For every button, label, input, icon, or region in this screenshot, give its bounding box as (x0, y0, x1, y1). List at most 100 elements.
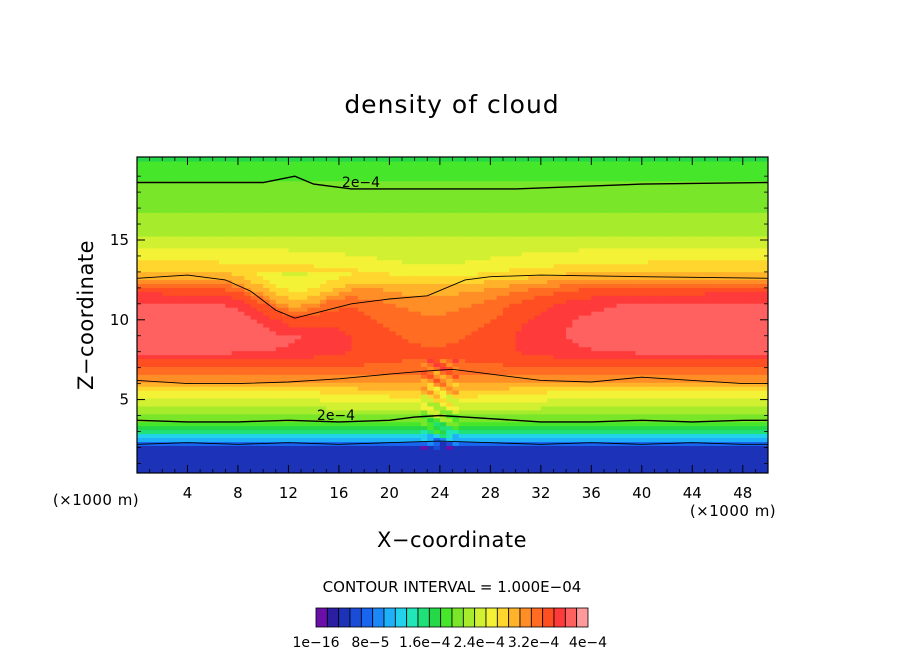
heatmap-cell (244, 445, 252, 450)
heatmap-cell (155, 287, 163, 292)
heatmap-cell (206, 279, 214, 284)
heatmap-cell (275, 279, 283, 284)
heatmap-cell (345, 251, 353, 257)
heatmap-cell (326, 299, 334, 304)
heatmap-cell (294, 164, 302, 170)
heatmap-cell (420, 469, 428, 473)
heatmap-cell (446, 330, 454, 336)
heatmap-cell (502, 322, 510, 328)
heatmap-cell (269, 196, 277, 202)
heatmap-cell (452, 461, 460, 466)
heatmap-cell (307, 326, 315, 332)
heatmap-cell (193, 318, 201, 324)
heatmap-cell (206, 208, 214, 213)
heatmap-cell (174, 188, 182, 194)
heatmap-cell (294, 216, 302, 221)
heatmap-cell (484, 236, 491, 241)
heatmap-cell (256, 378, 264, 383)
heatmap-cell (414, 445, 422, 450)
heatmap-cell (181, 386, 189, 391)
heatmap-cell (181, 243, 189, 249)
heatmap-cell (458, 394, 466, 399)
heatmap-cell (433, 172, 441, 178)
heatmap-cell (458, 465, 466, 470)
heatmap-cell (515, 279, 523, 284)
heatmap-cell (212, 224, 220, 229)
heatmap-cell (502, 394, 510, 399)
heatmap-cell (231, 445, 239, 450)
heatmap-cell (275, 409, 283, 415)
heatmap-cell (364, 287, 372, 292)
heatmap-cell (231, 453, 239, 458)
heatmap-cell (143, 291, 151, 296)
heatmap-cell (490, 433, 498, 439)
heatmap-cell (263, 164, 271, 170)
heatmap-cell (193, 326, 201, 332)
heatmap-cell (313, 212, 321, 217)
heatmap-cell (351, 417, 359, 423)
heatmap-cell (357, 299, 365, 304)
heatmap-cell (231, 228, 239, 233)
heatmap-cell (326, 220, 334, 225)
heatmap-cell (319, 267, 327, 273)
heatmap-cell (433, 255, 441, 261)
heatmap-cell (502, 370, 510, 375)
heatmap-cell (301, 291, 308, 296)
heatmap-cell (250, 243, 258, 249)
heatmap-cell (206, 212, 214, 217)
heatmap-cell (389, 397, 397, 403)
heatmap-cell (181, 445, 189, 450)
heatmap-cell (528, 421, 536, 427)
heatmap-cell (484, 212, 491, 217)
heatmap-cell (458, 354, 466, 360)
heatmap-cell (200, 413, 208, 419)
heatmap-cell (168, 378, 176, 383)
heatmap-cell (338, 409, 346, 415)
heatmap-cell (427, 176, 435, 182)
heatmap-cell (269, 184, 277, 190)
heatmap-cell (225, 295, 233, 300)
heatmap-cell (452, 370, 460, 375)
heatmap-cell (490, 382, 498, 387)
heatmap-cell (181, 247, 189, 253)
heatmap-cell (181, 338, 189, 344)
heatmap-cell (231, 358, 239, 363)
heatmap-cell (143, 358, 151, 363)
heatmap-cell (383, 295, 390, 300)
heatmap-cell (263, 354, 271, 360)
heatmap-cell (502, 216, 510, 221)
heatmap-cell (231, 437, 239, 442)
heatmap-cell (137, 208, 144, 213)
heatmap-cell (282, 374, 290, 379)
heatmap-cell (137, 224, 144, 229)
heatmap-cell (181, 239, 189, 245)
heatmap-cell (496, 441, 504, 446)
heatmap-cell (282, 307, 290, 312)
heatmap-cell (338, 429, 346, 435)
heatmap-cell (452, 259, 460, 265)
heatmap-cell (137, 192, 144, 198)
heatmap-cell (288, 157, 296, 162)
heatmap-cell (502, 315, 510, 320)
heatmap-cell (452, 236, 460, 241)
heatmap-cell (294, 397, 302, 403)
heatmap-cell (509, 275, 517, 281)
heatmap-cell (301, 287, 308, 292)
heatmap-cell (307, 394, 315, 399)
heatmap-cell (345, 176, 353, 182)
heatmap-cell (446, 318, 454, 324)
heatmap-cell (181, 224, 189, 229)
heatmap-cell (319, 397, 327, 403)
heatmap-cell (484, 322, 491, 328)
heatmap-cell (282, 164, 290, 170)
heatmap-cell (389, 425, 397, 431)
heatmap-cell (427, 259, 435, 265)
heatmap-cell (402, 303, 409, 308)
heatmap-cell (282, 259, 290, 265)
heatmap-cell (231, 397, 239, 403)
heatmap-cell (212, 409, 220, 415)
heatmap-cell (250, 358, 258, 363)
heatmap-cell (383, 370, 390, 375)
heatmap-cell (521, 370, 529, 375)
heatmap-cell (193, 283, 201, 288)
